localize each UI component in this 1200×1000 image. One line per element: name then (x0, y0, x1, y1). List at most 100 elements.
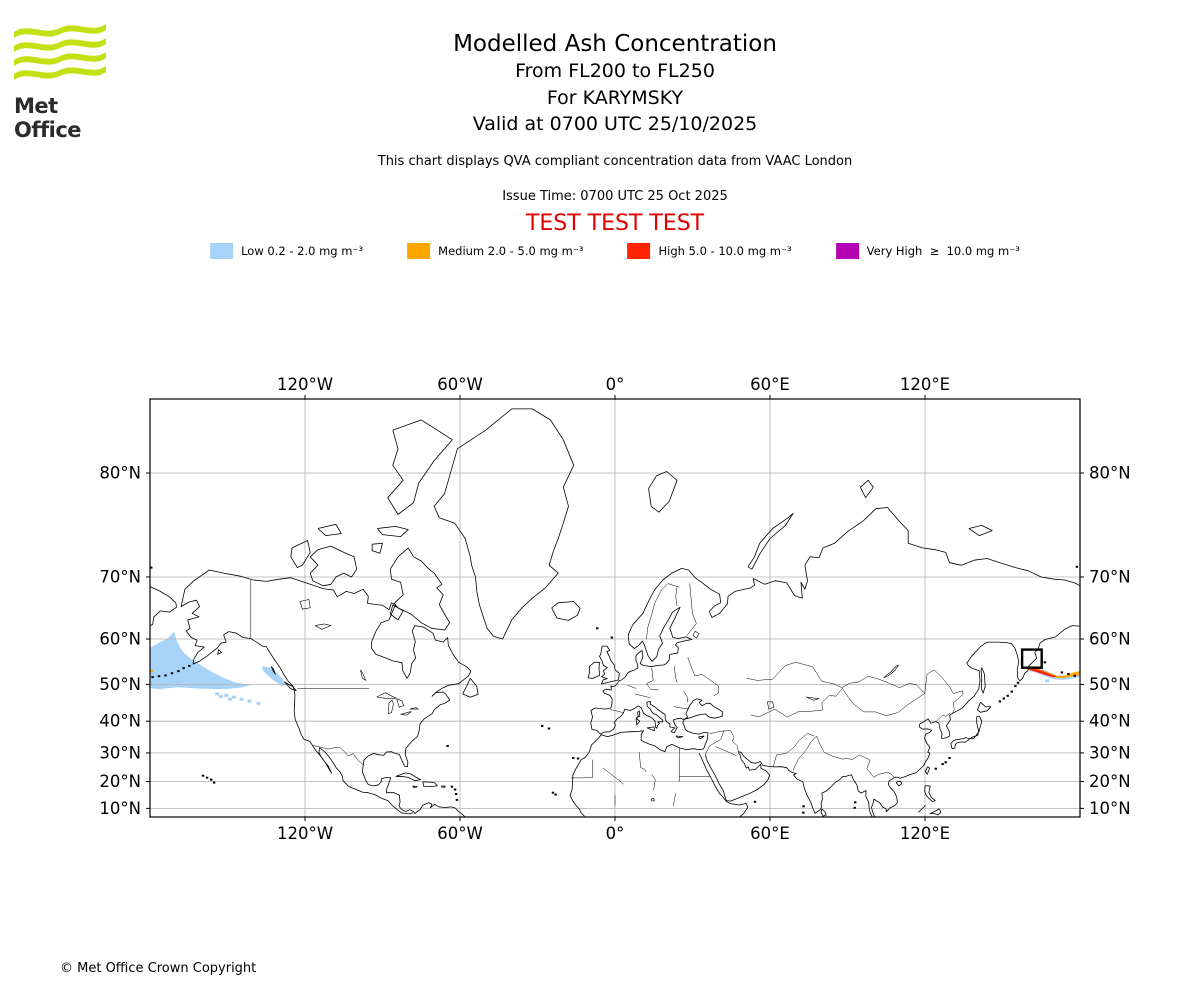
met-office-logo-text: Met Office (14, 94, 82, 142)
lat-tick-label-right: 10°N (1089, 799, 1131, 818)
coastline (820, 808, 827, 817)
lon-tick-label-top: 0° (606, 375, 625, 394)
country-border (683, 691, 689, 703)
island-dot (1075, 565, 1079, 568)
coastline (698, 753, 749, 817)
coastline (462, 678, 479, 698)
ash-area-low (150, 631, 252, 690)
country-border (746, 662, 842, 688)
coastline (895, 780, 903, 787)
lake-outline (360, 669, 367, 682)
island-dot (547, 727, 551, 730)
lat-tick-label-right: 20°N (1089, 772, 1131, 791)
met-office-logo: Met Office (14, 24, 114, 142)
coastline (217, 649, 223, 655)
lake-outline (767, 701, 775, 710)
coastline (371, 542, 383, 554)
country-border (816, 735, 895, 778)
island-dot (177, 670, 180, 673)
island-dot (170, 672, 174, 675)
lake-outline (376, 692, 397, 700)
island-dot (541, 724, 544, 727)
island-dot (1067, 673, 1070, 676)
ash-speck (247, 699, 252, 703)
coastline (860, 479, 874, 499)
ash-speck (228, 697, 233, 701)
country-border (924, 669, 964, 714)
ash-speck (256, 701, 261, 705)
lat-tick-label-left: 20°N (99, 772, 141, 791)
island-dot (188, 664, 191, 667)
qva-note: This chart displays QVA compliant concen… (377, 153, 853, 169)
island-dot (151, 676, 154, 679)
island-dot (596, 627, 599, 630)
legend-label: High 5.0 - 10.0 mg m⁻³ (658, 244, 792, 258)
island-dot (948, 757, 951, 759)
country-border (634, 693, 651, 699)
lon-tick-label-top: 60°W (437, 375, 483, 394)
ash-area-medium (1027, 667, 1080, 679)
coastline (270, 666, 276, 675)
coastline (180, 569, 472, 817)
lon-tick-label-bottom: 120°E (900, 824, 950, 843)
country-border (772, 733, 814, 768)
country-border (646, 667, 659, 691)
island-dot (454, 793, 458, 795)
island-dot (1006, 694, 1009, 697)
lake-outline (315, 623, 332, 630)
legend-swatch-icon (210, 243, 234, 259)
legend-swatch-icon (835, 243, 859, 259)
island-dot (1043, 661, 1047, 664)
coastline (587, 661, 600, 679)
country-border (602, 767, 624, 785)
island-dot (446, 745, 449, 747)
island-dot (210, 778, 213, 781)
coastline (968, 525, 993, 536)
coastline (704, 752, 770, 802)
country-border (709, 730, 725, 734)
coastline (950, 715, 983, 750)
coastline (290, 540, 311, 568)
island-dot (853, 806, 856, 809)
island-dot (212, 781, 216, 784)
coastline (309, 545, 358, 587)
country-border (675, 587, 678, 606)
lake-outline (396, 698, 405, 708)
island-dot (934, 767, 937, 770)
coastline (412, 785, 418, 788)
coastline (317, 523, 342, 536)
lat-tick-label-right: 30°N (1089, 743, 1131, 762)
island-dot (164, 674, 167, 677)
country-border (673, 706, 689, 709)
lake-outline (400, 711, 412, 716)
legend-swatch-icon (407, 243, 431, 259)
lake-outline (387, 699, 394, 715)
ash-speck (232, 695, 236, 699)
island-dot (610, 636, 614, 639)
legend-item-2: High 5.0 - 10.0 mg m⁻³ (627, 243, 792, 259)
lon-tick-label-top: 60°E (750, 375, 790, 394)
lat-tick-label-right: 40°N (1089, 712, 1131, 731)
legend-label: Low 0.2 - 2.0 mg m⁻³ (241, 244, 364, 258)
coastline (977, 701, 992, 713)
island-dot (944, 761, 947, 764)
valid-time-subtitle: Valid at 0700 UTC 25/10/2025 (472, 113, 758, 135)
coastline (646, 726, 655, 732)
country-border (610, 709, 624, 713)
country-border (639, 752, 646, 772)
coastline (422, 781, 438, 787)
ash-speck (1045, 679, 1050, 683)
country-border (646, 583, 680, 640)
ash-speck (224, 693, 229, 697)
coastline (924, 766, 930, 775)
coastline (599, 645, 620, 685)
page-title: Modelled Ash Concentration (453, 31, 777, 57)
lake-outline (883, 664, 899, 679)
coastline (635, 710, 641, 726)
ash-speck (219, 695, 223, 699)
coastline (918, 804, 926, 813)
island-dot (554, 793, 557, 796)
lon-tick-label-bottom: 60°W (437, 824, 483, 843)
coastline (924, 785, 936, 803)
